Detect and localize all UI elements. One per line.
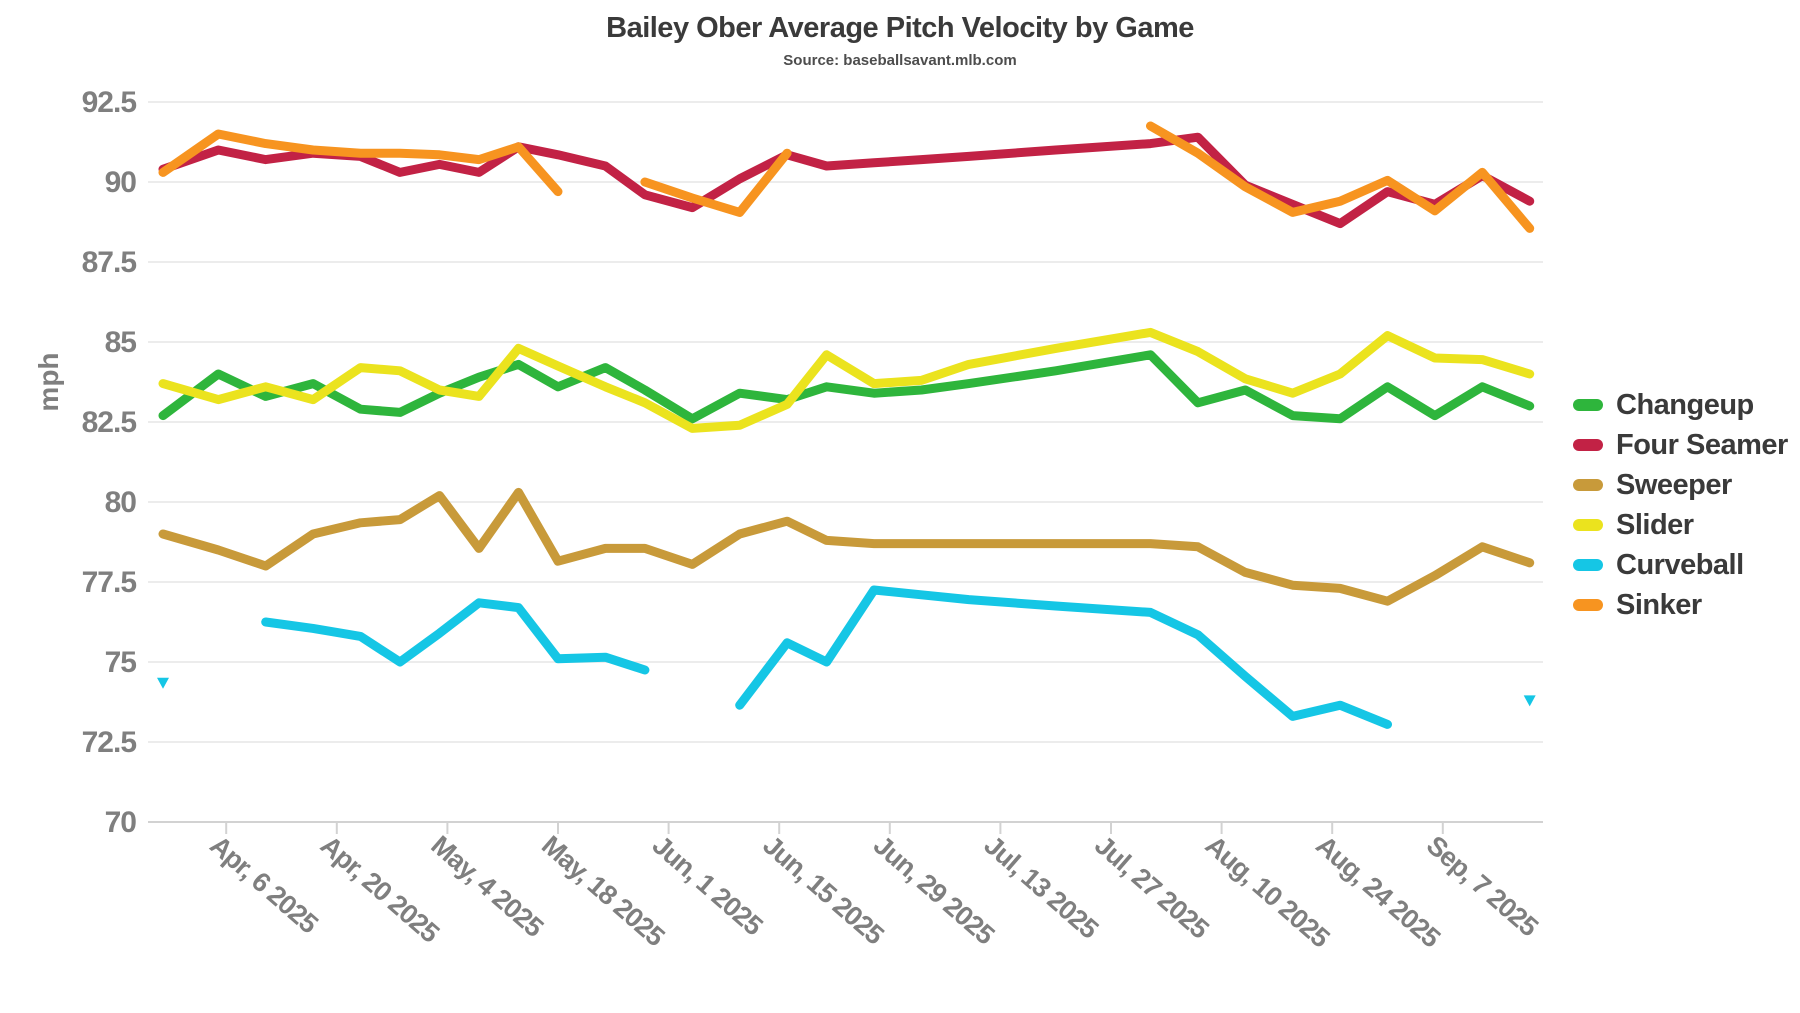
y-tick-label: 80 — [105, 486, 137, 519]
y-tick-label: 72.5 — [82, 726, 137, 759]
legend-item-slider[interactable]: Slider — [1573, 508, 1788, 541]
legend-swatch-icon — [1573, 479, 1603, 491]
series-line-sweeper[interactable] — [158, 487, 1535, 606]
legend-label: Slider — [1616, 508, 1694, 541]
legend-item-sweeper[interactable]: Sweeper — [1573, 468, 1788, 501]
series-line-slider[interactable] — [158, 327, 1535, 433]
legend-label: Sinker — [1616, 588, 1702, 621]
series-line-sinker[interactable] — [158, 129, 563, 197]
y-tick-label: 77.5 — [82, 566, 137, 599]
legend-swatch-icon — [1573, 559, 1603, 571]
x-tick-label: Jul, 27 2025 — [1089, 830, 1215, 945]
legend-label: Four Seamer — [1616, 428, 1788, 461]
chart-title: Bailey Ober Average Pitch Velocity by Ga… — [606, 12, 1194, 44]
y-tick-label: 82.5 — [82, 406, 137, 439]
point-marker-curveball[interactable] — [157, 677, 169, 689]
y-tick-label: 90 — [105, 166, 137, 199]
y-tick-label: 70 — [105, 806, 137, 839]
y-tick-label: 87.5 — [82, 246, 137, 279]
legend-label: Sweeper — [1616, 468, 1732, 501]
legend: Changeup Four Seamer Sweeper Slider Curvebal… — [1573, 388, 1788, 621]
x-tick-label: May, 4 2025 — [425, 830, 549, 943]
legend-item-changeup[interactable]: Changeup — [1573, 388, 1788, 421]
series-line-curveball[interactable] — [261, 598, 650, 675]
x-tick-label: Apr, 20 2025 — [315, 830, 445, 949]
legend-label: Curveball — [1616, 548, 1744, 581]
point-marker-curveball[interactable] — [1523, 695, 1536, 707]
legend-swatch-icon — [1573, 439, 1603, 451]
series-line-curveball[interactable] — [735, 585, 1392, 729]
legend-label: Changeup — [1616, 388, 1754, 421]
series-line-sinker[interactable] — [640, 148, 792, 217]
legend-swatch-icon — [1573, 599, 1603, 611]
y-tick-label: 85 — [105, 326, 137, 359]
x-tick-label: Jun, 15 2025 — [757, 830, 890, 951]
y-tick-label: 75 — [105, 646, 137, 679]
legend-swatch-icon — [1573, 399, 1603, 411]
y-tick-label: 92.5 — [82, 86, 137, 119]
legend-item-four-seamer[interactable]: Four Seamer — [1573, 428, 1788, 461]
legend-item-curveball[interactable]: Curveball — [1573, 548, 1788, 581]
legend-item-sinker[interactable]: Sinker — [1573, 588, 1788, 621]
x-tick-label: Apr, 6 2025 — [204, 830, 324, 940]
chart-subtitle: Source: baseballsavant.mlb.com — [783, 52, 1017, 69]
legend-swatch-icon — [1573, 519, 1603, 531]
series-line-sinker[interactable] — [1146, 121, 1535, 233]
x-tick-label: Jun, 29 2025 — [868, 830, 1001, 951]
